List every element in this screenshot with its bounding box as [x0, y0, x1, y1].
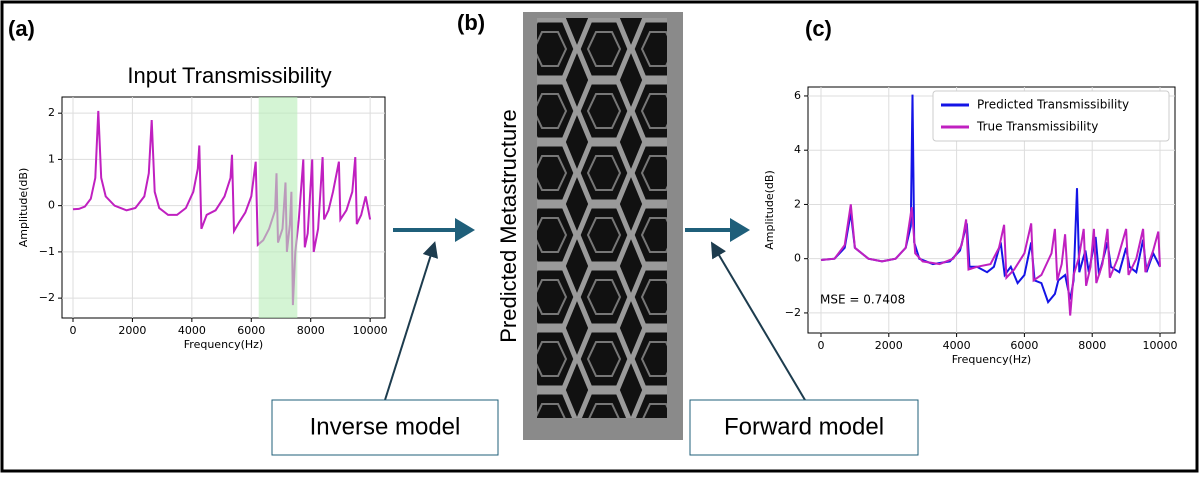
legend-label: True Transmissibility: [976, 120, 1098, 134]
inverse-label: Inverse model: [310, 413, 461, 440]
legend-label: Predicted Transmissibility: [977, 98, 1129, 112]
y-tick-label: 0: [794, 252, 801, 265]
plot-area: [62, 97, 385, 318]
y-tick-label: 1: [48, 152, 55, 165]
annotation: MSE = 0.7408: [820, 293, 905, 307]
structure-label: Predicted Metastructure: [496, 109, 521, 343]
y-tick-label: 2: [48, 106, 55, 119]
y-tick-label: 0: [48, 199, 55, 212]
panel-label: (c): [805, 16, 832, 41]
metastructure-image: [537, 18, 667, 418]
figure: (a) (b) (c) Predicted Metastructure Inve…: [0, 0, 1199, 473]
y-tick-label: −1: [39, 245, 55, 258]
y-tick-label: 4: [794, 143, 801, 156]
x-tick-label: 2000: [118, 324, 146, 337]
x-axis-label: Frequency(Hz): [952, 353, 1031, 366]
pointer: [385, 245, 434, 400]
x-tick-label: 10000: [1143, 339, 1178, 352]
highlight: [259, 97, 298, 318]
chart-title: Input Transmissibility: [127, 63, 331, 88]
panel-label: (b): [457, 10, 485, 35]
x-tick-label: 8000: [297, 324, 325, 337]
x-tick-label: 4000: [178, 324, 206, 337]
y-axis-label: Amplitude(dB): [763, 170, 776, 249]
arrow: [393, 218, 475, 242]
x-tick-label: 6000: [1010, 339, 1038, 352]
x-tick-label: 0: [69, 324, 76, 337]
x-tick-label: 4000: [943, 339, 971, 352]
y-tick-label: −2: [39, 291, 55, 304]
x-axis-label: Frequency(Hz): [184, 338, 263, 351]
x-tick-label: 2000: [875, 339, 903, 352]
forward-label: Forward model: [724, 413, 884, 440]
arrow: [685, 218, 750, 242]
y-tick-label: 6: [794, 89, 801, 102]
x-tick-label: 8000: [1078, 339, 1106, 352]
panel-label: (a): [8, 16, 35, 41]
x-tick-label: 0: [817, 339, 824, 352]
y-axis-label: Amplitude(dB): [17, 168, 30, 247]
x-tick-label: 10000: [353, 324, 388, 337]
y-tick-label: −2: [785, 306, 801, 319]
y-tick-label: 2: [794, 197, 801, 210]
x-tick-label: 6000: [237, 324, 265, 337]
pointer: [713, 245, 805, 400]
